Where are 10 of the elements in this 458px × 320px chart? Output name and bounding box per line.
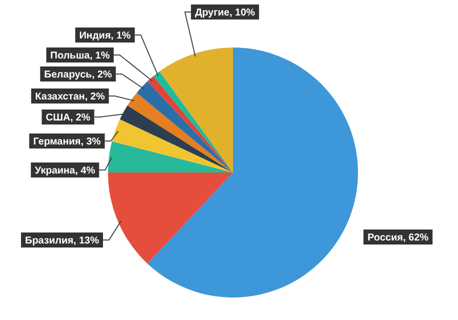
slice-label: Казахстан, 2%	[35, 91, 105, 102]
slice-label: Бразилия, 13%	[24, 235, 100, 246]
slice-label: Германия, 3%	[33, 136, 101, 148]
slice-label: США, 2%	[46, 112, 90, 124]
slice-label: Россия, 62%	[367, 232, 429, 244]
slice-label: Индия, 1%	[79, 30, 131, 42]
slice-label: Другие, 10%	[194, 7, 256, 18]
slice-label: Беларусь, 2%	[44, 69, 112, 80]
slice-label: Польша, 1%	[50, 50, 110, 62]
slice-label: Украина, 4%	[34, 165, 96, 176]
